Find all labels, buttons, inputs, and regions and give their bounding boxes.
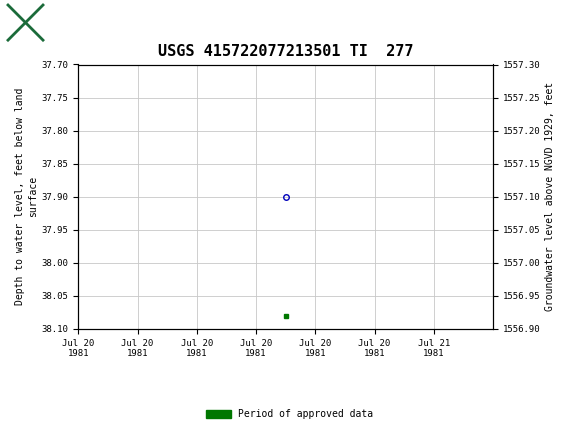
Y-axis label: Depth to water level, feet below land
surface: Depth to water level, feet below land su… xyxy=(15,88,38,305)
FancyBboxPatch shape xyxy=(8,5,43,40)
Text: USGS: USGS xyxy=(48,14,99,31)
Y-axis label: Groundwater level above NGVD 1929, feet: Groundwater level above NGVD 1929, feet xyxy=(545,82,554,311)
Legend: Period of approved data: Period of approved data xyxy=(202,405,378,423)
Title: USGS 415722077213501 TI  277: USGS 415722077213501 TI 277 xyxy=(158,44,414,59)
